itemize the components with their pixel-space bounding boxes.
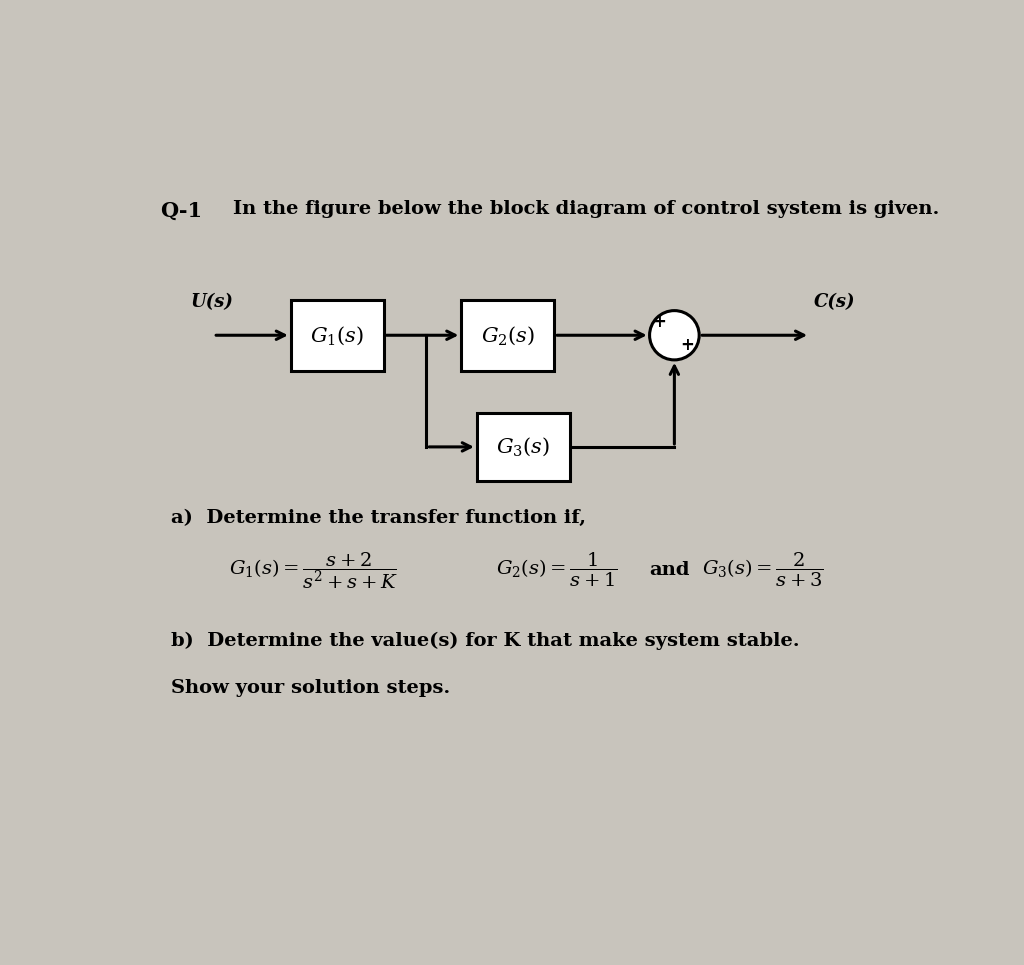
Text: C(s): C(s) <box>814 292 855 311</box>
Text: Q-1: Q-1 <box>161 201 203 220</box>
Text: $G_1\left(s\right) = \dfrac{s+2}{s^2+s+K}$: $G_1\left(s\right) = \dfrac{s+2}{s^2+s+K… <box>228 550 397 591</box>
Text: $G_1(s)$: $G_1(s)$ <box>310 324 365 346</box>
Text: a)  Determine the transfer function if,: a) Determine the transfer function if, <box>171 509 586 527</box>
Text: b)  Determine the value(s) for K that make system stable.: b) Determine the value(s) for K that mak… <box>171 632 800 650</box>
Bar <box>477 413 569 481</box>
Circle shape <box>649 311 699 360</box>
Text: $G_3\left(s\right) = \dfrac{2}{s+3}$: $G_3\left(s\right) = \dfrac{2}{s+3}$ <box>701 551 823 590</box>
Text: +: + <box>652 313 666 331</box>
Text: U(s): U(s) <box>190 292 233 311</box>
Text: $G_3(s)$: $G_3(s)$ <box>497 435 550 458</box>
Text: +: + <box>680 336 693 354</box>
Bar <box>461 300 554 371</box>
Text: $G_2\left(s\right) = \dfrac{1}{s+1}$: $G_2\left(s\right) = \dfrac{1}{s+1}$ <box>496 551 618 590</box>
Text: and: and <box>649 561 689 579</box>
Text: $G_2(s)$: $G_2(s)$ <box>481 324 535 346</box>
Bar <box>291 300 384 371</box>
Text: Show your solution steps.: Show your solution steps. <box>171 679 450 698</box>
Text: In the figure below the block diagram of control system is given.: In the figure below the block diagram of… <box>232 201 939 218</box>
